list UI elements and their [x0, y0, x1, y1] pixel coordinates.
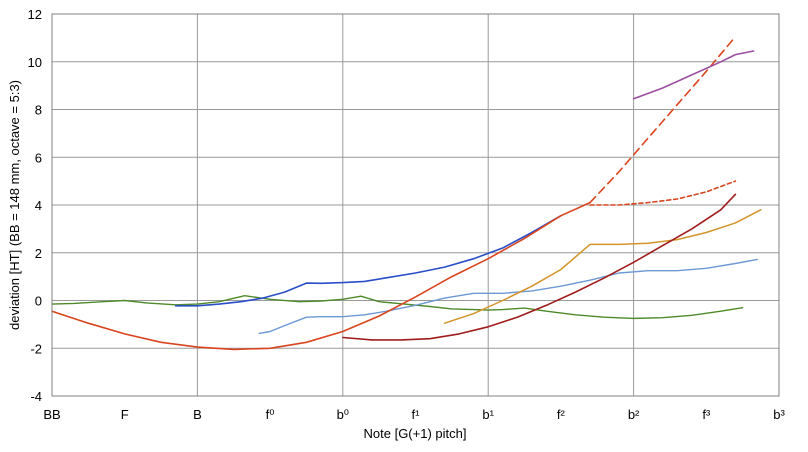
- x-tick-label-6: b¹: [482, 407, 494, 422]
- series-blue-line: [174, 214, 562, 307]
- series-red-dotted-line: [589, 180, 737, 206]
- x-axis-label: Note [G(+1) pitch]: [364, 426, 467, 441]
- series-green-line: [51, 295, 744, 320]
- series-group: [51, 35, 762, 351]
- y-tick-label-5: 6: [35, 150, 42, 165]
- x-tick-label-5: f¹: [412, 407, 421, 422]
- x-tick-label-3: f⁰: [266, 407, 275, 422]
- x-tick-label-10: b³: [773, 407, 785, 422]
- y-tick-label-3: 2: [35, 246, 42, 261]
- x-tick-label-7: f²: [557, 407, 566, 422]
- y-tick-label-4: 4: [35, 198, 42, 213]
- x-tick-label-8: b²: [628, 407, 640, 422]
- series-red-line: [51, 201, 591, 351]
- x-tick-label-1: F: [121, 407, 129, 422]
- plot-border: [51, 13, 780, 397]
- series-purple-line: [632, 50, 755, 100]
- x-tick-label-0: BB: [43, 407, 60, 422]
- y-tick-label-7: 10: [28, 55, 42, 70]
- y-tick-labels: -4 -2 0 2 4 6 8 10 12: [28, 7, 42, 404]
- series-dark-red-line: [342, 193, 737, 341]
- series-light-blue-line: [258, 258, 758, 335]
- x-tick-label-2: B: [193, 407, 202, 422]
- x-tick-label-9: f³: [702, 407, 711, 422]
- x-tick-label-4: b⁰: [337, 407, 349, 422]
- y-tick-label-2: 0: [35, 294, 42, 309]
- y-tick-label-0: -4: [30, 389, 42, 404]
- y-tick-label-8: 12: [28, 7, 42, 22]
- y-axis-label: deviation [HT] (BB = 148 mm, octave = 5:…: [7, 80, 22, 330]
- series-orange-line: [443, 209, 762, 324]
- y-tick-label-1: -2: [30, 341, 42, 356]
- y-tick-label-6: 8: [35, 103, 42, 118]
